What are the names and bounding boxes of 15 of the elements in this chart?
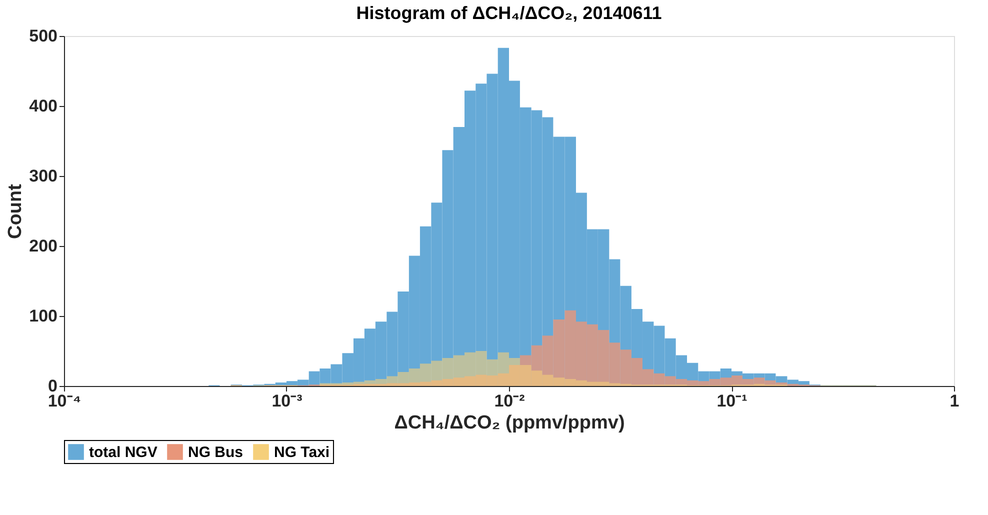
y-tick-label: 400 (29, 96, 58, 116)
y-tick-label: 200 (29, 236, 58, 256)
x-tick-label: 10⁻³ (272, 392, 303, 410)
y-axis-title: Count (5, 183, 26, 239)
y-tick-label: 300 (29, 166, 58, 186)
y-tick-label: 100 (29, 306, 58, 326)
legend-label: NG Bus (188, 444, 244, 461)
x-axis-title: ΔCH₄/ΔCO₂ (ppmv/ppmv) (394, 412, 625, 434)
chart-title: Histogram of ΔCH₄/ΔCO₂, 20140611 (356, 3, 662, 23)
x-tick-label: 10⁻² (494, 392, 526, 410)
legend-label: total NGV (89, 444, 158, 461)
legend-label: NG Taxi (274, 444, 330, 461)
x-tick-label: 10⁻¹ (716, 392, 748, 410)
x-tick-label: 1 (950, 392, 960, 410)
y-tick-label: 500 (29, 26, 58, 46)
